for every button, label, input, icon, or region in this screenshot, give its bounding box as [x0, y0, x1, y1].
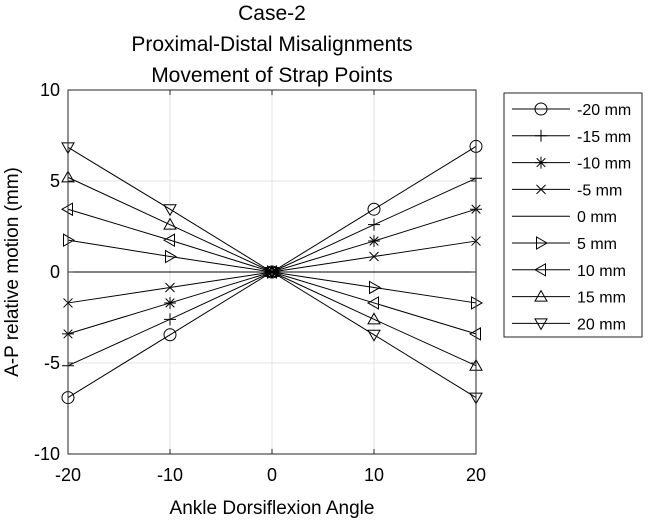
y-tick-label: -5	[44, 353, 60, 373]
legend-label: 15 mm	[577, 290, 626, 307]
data-point-5mm	[165, 249, 178, 264]
legend-label: -15 mm	[577, 129, 631, 146]
legend-item-15mm: 15 mm	[512, 289, 626, 307]
data-point-15mm	[163, 217, 177, 230]
x-tick-label: 10	[364, 465, 384, 485]
data-point-15mm	[367, 312, 381, 325]
data-point-neg5mm	[369, 251, 379, 262]
data-point-neg15mm	[368, 218, 380, 231]
legend-item-neg10mm: -10 mm	[512, 156, 631, 173]
data-point-10mm	[162, 233, 175, 248]
data-point-neg15mm	[164, 313, 176, 326]
legend-label: 0 mm	[577, 209, 617, 226]
legend-marker	[535, 156, 547, 169]
legend-marker	[534, 318, 548, 331]
legend-label: 10 mm	[577, 263, 626, 280]
legend-item-neg15mm: -15 mm	[512, 129, 631, 146]
legend-item-10mm: 10 mm	[512, 263, 626, 280]
legend-item-5mm: 5 mm	[512, 236, 617, 253]
y-tick-label: -10	[34, 444, 60, 464]
data-point-10mm	[366, 296, 379, 310]
data-point-neg20mm	[163, 328, 177, 342]
data-point-neg5mm	[165, 282, 175, 293]
series-20mm	[61, 142, 483, 405]
data-point-5mm	[369, 280, 382, 295]
legend-label: 20 mm	[577, 316, 626, 333]
data-point-20mm	[265, 267, 279, 280]
chart-title-line-1: Case-2	[238, 2, 306, 25]
legend-marker	[534, 289, 548, 302]
data-point-neg10mm	[164, 296, 176, 309]
data-point-neg10mm	[368, 235, 380, 248]
data-point-5mm	[63, 233, 76, 248]
x-axis-label: Ankle Dorsiflexion Angle	[170, 498, 375, 519]
data-point-neg20mm	[367, 202, 381, 216]
y-tick-label: 0	[50, 262, 60, 282]
legend-item-20mm: 20 mm	[512, 316, 626, 333]
y-axis-label: A-P relative motion (mm)	[2, 167, 23, 377]
data-point-5mm	[267, 265, 280, 279]
y-tick-label: 10	[40, 80, 60, 100]
legend-marker	[535, 129, 547, 142]
series-line-20mm	[67, 146, 477, 399]
legend-label: -10 mm	[577, 156, 631, 173]
legend-item-0mm: 0 mm	[512, 209, 617, 226]
legend: -20 mm -15 mm -10 mm -5 mm 0 mm 5 mm 10 mm 15 m…	[503, 92, 643, 338]
chart-title-line-2: Proximal-Distal Misalignments	[131, 33, 412, 56]
x-tick-label: -20	[55, 465, 81, 485]
legend-label: -5 mm	[577, 182, 622, 199]
data-point-20mm	[367, 329, 381, 342]
legend-marker	[534, 102, 548, 116]
legend-label: -20 mm	[577, 102, 631, 119]
x-tick-label: -10	[157, 465, 183, 485]
data-point-10mm	[468, 327, 481, 341]
legend-marker	[536, 184, 546, 195]
legend-marker	[536, 236, 549, 250]
chart-title-line-3: Movement of Strap Points	[151, 64, 393, 87]
legend-label: 5 mm	[577, 236, 617, 253]
x-tick-label: 20	[466, 465, 486, 485]
x-tick-label: 0	[267, 465, 277, 485]
legend-item-neg5mm: -5 mm	[512, 182, 622, 199]
data-point-10mm	[264, 265, 277, 279]
data-point-10mm	[60, 202, 73, 217]
data-point-5mm	[471, 296, 484, 310]
data-point-20mm	[163, 204, 177, 217]
y-tick-label: 5	[50, 171, 60, 191]
data-point-15mm	[265, 264, 279, 277]
legend-marker	[533, 262, 546, 277]
legend-item-neg20mm: -20 mm	[512, 102, 631, 119]
